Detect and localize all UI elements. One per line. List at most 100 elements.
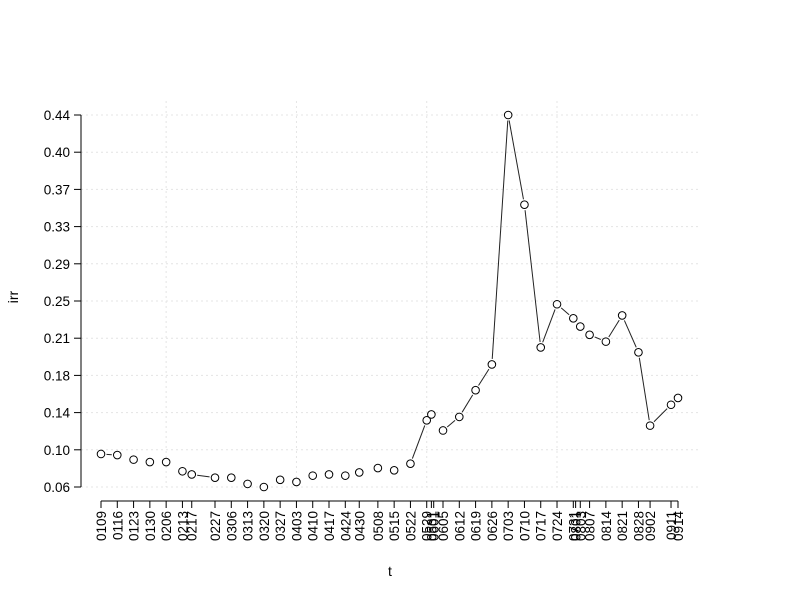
data-point	[243, 479, 252, 489]
x-tick-label: 0717	[534, 511, 549, 541]
series-segment	[524, 210, 541, 343]
data-point	[552, 299, 562, 309]
data-point	[601, 337, 611, 346]
series-segment	[653, 408, 668, 423]
x-tick-label: 0911	[664, 511, 679, 540]
x-tick-label: 0724	[550, 511, 565, 542]
x-tick-label: 0814	[599, 511, 614, 542]
data-point	[187, 470, 197, 479]
x-tick-label: 0531	[424, 511, 439, 541]
x-tick-label: 0803	[573, 511, 588, 541]
x-tick-label: 0626	[485, 511, 500, 541]
x-tick-label: 0327	[273, 511, 288, 541]
data-point	[536, 343, 546, 352]
x-tick-label: 0306	[224, 511, 239, 541]
y-tick-label: 0.37	[44, 182, 70, 197]
data-point	[373, 463, 383, 473]
y-tick-label: 0.10	[44, 443, 70, 458]
x-tick-label: 0703	[501, 511, 516, 541]
series-segment	[560, 307, 570, 316]
data-point	[487, 360, 497, 369]
series-segment	[461, 394, 474, 413]
series-segment	[608, 319, 620, 338]
x-tick-label: 0821	[615, 511, 630, 541]
series-segment	[594, 336, 601, 340]
data-point	[520, 200, 529, 210]
y-ticks: 0.06 0.10 0.14 0.18 0.21 0.25 0.29 0.33 0.37 0.40…	[44, 108, 81, 495]
y-tick-label: 0.29	[44, 257, 70, 272]
x-tick-label: 0417	[322, 511, 337, 541]
series-segment	[491, 120, 509, 360]
x-tick-label: 0515	[387, 511, 402, 541]
data-point	[438, 426, 448, 435]
data-point	[340, 471, 350, 480]
x-tick-label: 0529	[420, 511, 435, 541]
data-point	[673, 393, 683, 403]
data-point	[354, 468, 364, 477]
x-tick-label: 0430	[352, 511, 367, 541]
y-tick-label: 0.18	[44, 368, 70, 383]
data-point	[569, 314, 578, 323]
y-tick-label: 0.40	[44, 145, 70, 160]
series-segment	[542, 309, 556, 343]
data-point	[427, 410, 436, 419]
x-tick-label: 0710	[517, 511, 532, 541]
x-tick-label: 0902	[643, 511, 658, 541]
data-point	[129, 455, 138, 464]
data-point	[292, 477, 301, 487]
x-tick-label: 0109	[94, 511, 109, 541]
x-tick-label: 0914	[671, 511, 686, 542]
y-tick-label: 0.44	[44, 108, 71, 123]
axes	[80, 115, 678, 502]
x-tick-label: 0213	[175, 511, 190, 541]
data-point	[389, 465, 399, 475]
data-point	[503, 110, 513, 120]
series-segment	[508, 120, 524, 200]
y-tick-label: 0.06	[44, 480, 70, 495]
y-axis-label: irr	[5, 290, 21, 303]
series-segment	[411, 425, 426, 459]
data-point	[634, 348, 643, 357]
x-tick-label: 0313	[241, 511, 256, 541]
x-tick-label: 0605	[436, 511, 451, 541]
series-segment	[623, 320, 637, 348]
data-point	[454, 412, 464, 422]
data-point	[666, 400, 676, 410]
x-tick-label: 0601	[427, 511, 442, 541]
x-tick-label: 0217	[185, 511, 200, 541]
data-point	[226, 473, 236, 482]
data-point	[617, 311, 627, 320]
x-tick-label: 0227	[208, 511, 223, 541]
data-point	[308, 471, 318, 480]
data-point	[210, 473, 220, 482]
series-irr	[106, 120, 668, 478]
data-point	[178, 466, 187, 476]
data-point	[324, 470, 334, 479]
data-point	[575, 322, 585, 331]
data-point	[275, 475, 285, 485]
x-tick-label: 0508	[371, 511, 386, 541]
x-tick-label: 0612	[452, 511, 467, 541]
x-tick-label: 0410	[306, 511, 321, 541]
x-tick-label: 0828	[631, 511, 646, 541]
grid	[81, 101, 700, 488]
data-point	[422, 415, 432, 425]
y-tick-label: 0.25	[44, 294, 70, 309]
data-point	[161, 457, 171, 467]
x-tick-label: 0116	[110, 511, 125, 540]
data-points	[96, 110, 683, 492]
x-tick-label: 0403	[289, 511, 304, 541]
data-point	[259, 482, 269, 492]
y-tick-label: 0.33	[44, 220, 70, 235]
x-tick-label: 0130	[143, 511, 158, 541]
data-point	[585, 330, 594, 340]
series-segment	[638, 357, 650, 421]
y-tick-label: 0.21	[44, 331, 70, 346]
data-point	[406, 459, 415, 468]
data-point	[96, 449, 106, 459]
x-tick-label: 0801	[569, 511, 584, 541]
x-tick-label: 0206	[159, 511, 174, 541]
series-segment	[478, 368, 490, 386]
